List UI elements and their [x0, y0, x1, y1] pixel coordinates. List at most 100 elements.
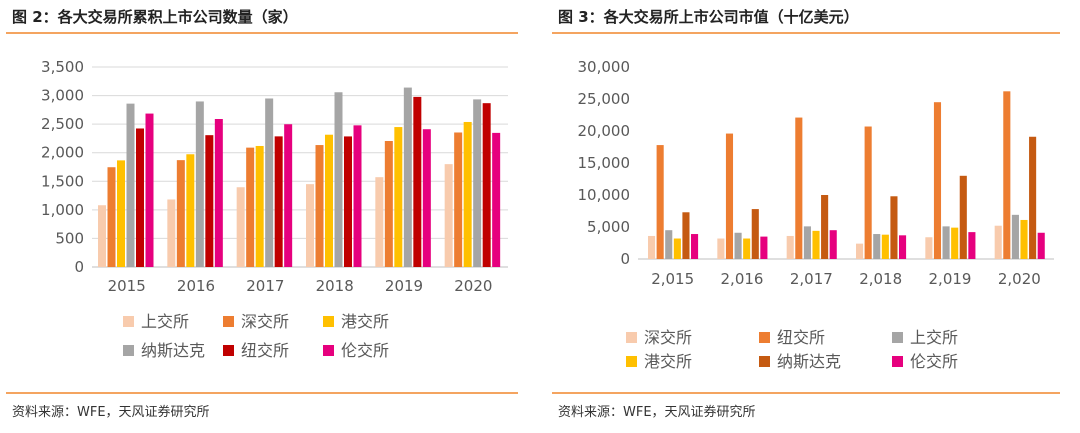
- bar: [751, 209, 759, 259]
- bar: [246, 147, 255, 267]
- bar: [942, 226, 950, 259]
- bar: [682, 212, 690, 259]
- bar: [873, 234, 881, 259]
- bar: [186, 154, 195, 267]
- bar: [167, 199, 176, 267]
- bar: [284, 124, 293, 267]
- bar: [325, 134, 333, 267]
- bar: [413, 96, 422, 267]
- bar: [145, 113, 154, 267]
- bar: [890, 196, 898, 259]
- bar: [743, 238, 751, 259]
- y-tick-label: 500: [55, 229, 84, 247]
- bar: [829, 230, 837, 259]
- x-tick-label: 2018: [316, 277, 354, 295]
- legend-swatch: [626, 356, 637, 367]
- bar: [482, 103, 491, 268]
- legend-label: 上交所: [141, 312, 189, 331]
- bar: [968, 232, 976, 259]
- bar: [375, 177, 384, 267]
- bar: [214, 119, 223, 267]
- y-tick-label: 2,500: [41, 115, 84, 133]
- chart-title: 图 3：各大交易所上市公司市值（十亿美元）: [558, 8, 859, 26]
- source-divider: [552, 392, 1060, 394]
- chart-title: 图 2：各大交易所累积上市公司数量（家）: [12, 8, 298, 26]
- bar: [315, 145, 324, 267]
- title-divider: [552, 32, 1060, 34]
- bar: [959, 175, 967, 259]
- x-tick-label: 2016: [177, 277, 215, 295]
- bar: [899, 235, 907, 259]
- bar: [665, 230, 673, 259]
- bar: [274, 136, 283, 267]
- y-tick-label: 30,000: [578, 58, 631, 76]
- bar: [933, 102, 942, 259]
- legend-label: 纽交所: [241, 341, 289, 360]
- source-note: 资料来源：WFE，天风证券研究所: [558, 405, 756, 420]
- x-tick-label: 2,015: [651, 270, 694, 288]
- bar: [856, 243, 864, 259]
- bar: [463, 121, 472, 267]
- legend-label: 上交所: [910, 328, 958, 347]
- bar: [136, 128, 144, 267]
- x-tick-label: 2015: [108, 277, 146, 295]
- legend-swatch: [892, 356, 903, 367]
- x-tick-label: 2020: [454, 277, 492, 295]
- legend-label: 纳斯达克: [777, 352, 841, 371]
- y-tick-label: 25,000: [578, 90, 631, 108]
- bar: [803, 226, 811, 259]
- y-tick-label: 0: [620, 250, 630, 268]
- bar: [107, 167, 116, 267]
- y-tick-label: 20,000: [578, 122, 631, 140]
- bar: [1020, 219, 1028, 259]
- legend-swatch: [123, 345, 134, 356]
- bar: [403, 87, 412, 267]
- bar: [353, 125, 362, 267]
- bar: [454, 132, 463, 267]
- x-tick-label: 2,017: [790, 270, 833, 288]
- legend-swatch: [223, 316, 234, 327]
- bar: [881, 234, 889, 259]
- y-tick-label: 2,000: [41, 144, 84, 162]
- chart-panel-right: 图 3：各大交易所上市公司市值（十亿美元） 0 5,000 10,000 15,000…: [546, 0, 1080, 433]
- x-tick-label: 2019: [385, 277, 423, 295]
- bar: [444, 164, 453, 267]
- x-tick-label: 2,016: [721, 270, 764, 288]
- legend-label: 深交所: [241, 312, 289, 331]
- y-tick-label: 1,000: [41, 201, 84, 219]
- x-tick-label: 2,020: [998, 270, 1041, 288]
- legend-label: 纳斯达克: [141, 341, 205, 360]
- bar: [717, 238, 725, 259]
- bar: [648, 235, 656, 259]
- source-divider: [6, 392, 518, 394]
- legend-swatch: [123, 316, 134, 327]
- bar-chart-listed-companies: 0 500 1,000 1,500 2,000 2,500 3,000 3,500 2015 20…: [41, 58, 508, 360]
- legend-label: 港交所: [341, 312, 389, 331]
- legend-swatch: [759, 332, 770, 343]
- legend-swatch: [323, 316, 334, 327]
- bar: [994, 225, 1002, 259]
- bar: [656, 145, 664, 259]
- legend-label: 深交所: [644, 328, 692, 347]
- x-tick-label: 2017: [246, 277, 284, 295]
- bar: [795, 117, 803, 259]
- bar: [821, 195, 829, 259]
- chart-panel-left: 图 2：各大交易所累积上市公司数量（家） 0 500 1,000 1,500 2,000…: [0, 0, 525, 433]
- bar: [812, 230, 820, 259]
- legend-label: 伦交所: [910, 352, 958, 371]
- y-tick-label: 0: [74, 258, 84, 276]
- bar: [205, 135, 214, 267]
- y-tick-label: 10,000: [578, 186, 631, 204]
- bar: [384, 141, 393, 267]
- y-tick-label: 1,500: [41, 172, 84, 190]
- bar: [195, 101, 204, 267]
- bar: [951, 227, 959, 259]
- source-note: 资料来源：WFE，天风证券研究所: [12, 405, 210, 420]
- bar: [306, 184, 314, 267]
- bar: [725, 133, 734, 259]
- y-tick-label: 15,000: [578, 154, 631, 172]
- bar: [1037, 232, 1045, 259]
- bar: [117, 160, 125, 267]
- legend-swatch: [626, 332, 637, 343]
- legend-label: 伦交所: [341, 341, 389, 360]
